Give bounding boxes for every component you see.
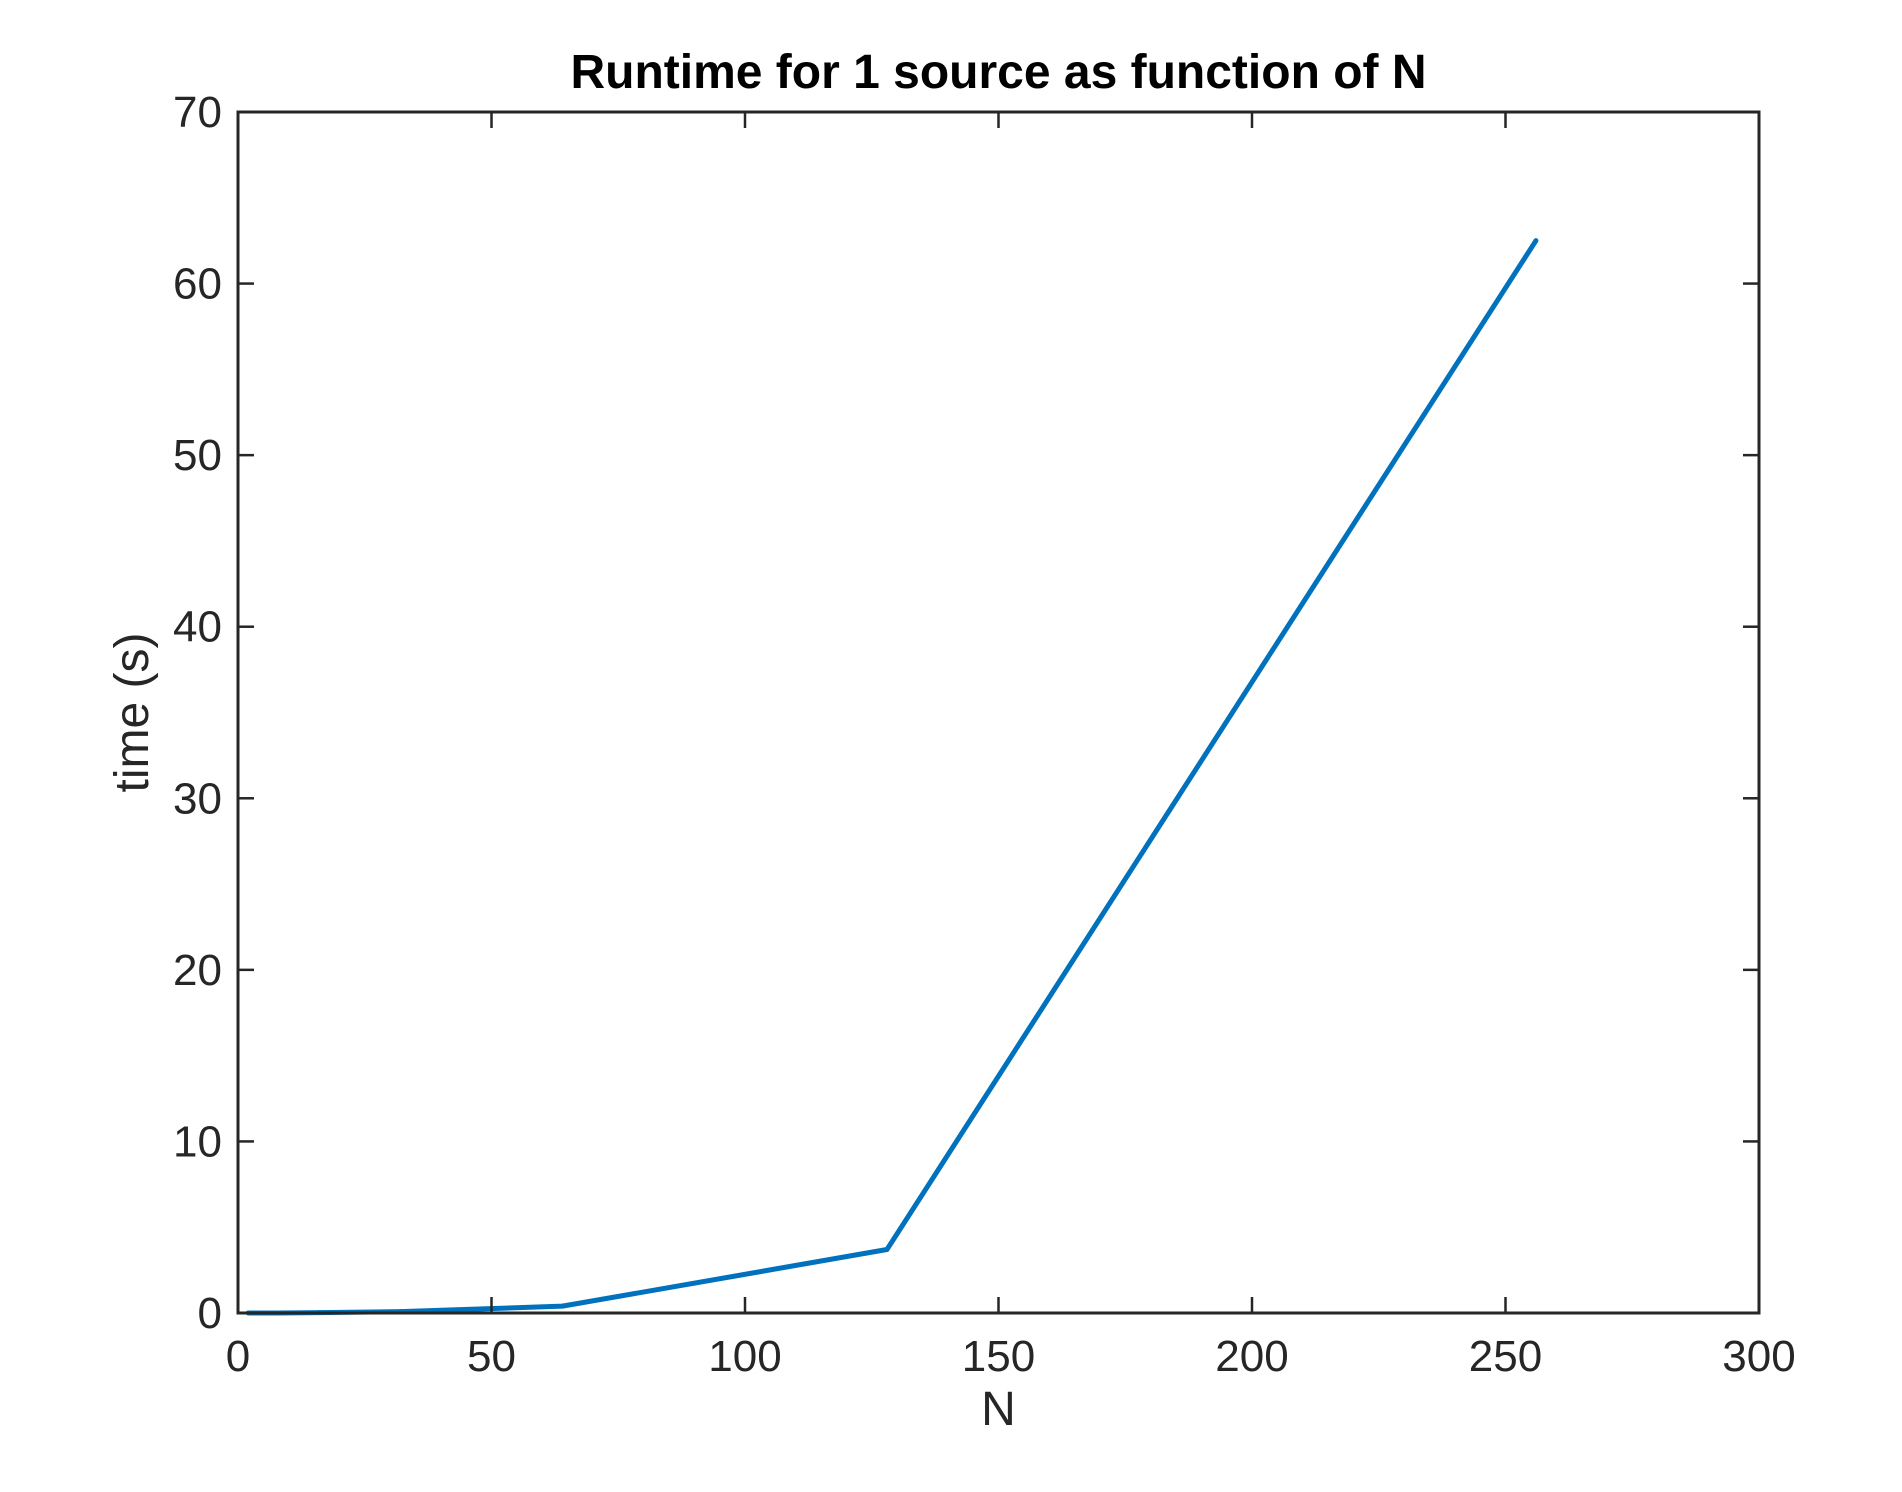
- x-axis-tick-labels: 0 50 100 150 200 250 300: [226, 1332, 1796, 1381]
- y-tick-label: 60: [173, 260, 222, 309]
- x-axis-title: N: [981, 1383, 1016, 1436]
- plot-area: [238, 112, 1759, 1313]
- y-axis-tick-labels: 0 10 20 30 40 50 60 70: [173, 88, 222, 1338]
- y-tick-label: 70: [173, 88, 222, 137]
- chart-title: Runtime for 1 source as function of N: [570, 46, 1426, 99]
- y-tick-label: 50: [173, 431, 222, 480]
- x-tick-label: 150: [962, 1332, 1035, 1381]
- x-tick-label: 0: [226, 1332, 250, 1381]
- x-tick-label: 300: [1722, 1332, 1795, 1381]
- y-tick-label: 20: [173, 946, 222, 995]
- y-tick-label: 10: [173, 1117, 222, 1166]
- x-tick-label: 200: [1215, 1332, 1288, 1381]
- x-tick-label: 250: [1469, 1332, 1542, 1381]
- x-tick-label: 50: [467, 1332, 516, 1381]
- x-tick-label: 100: [708, 1332, 781, 1381]
- y-tick-label: 30: [173, 774, 222, 823]
- data-point: [1533, 238, 1539, 244]
- x-axis-ticks: [236, 112, 1761, 1313]
- y-tick-label: 0: [198, 1289, 222, 1338]
- data-point: [559, 1303, 565, 1309]
- y-axis-title: time (s): [106, 633, 159, 793]
- y-tick-label: 40: [173, 603, 222, 652]
- y-axis-ticks: [238, 110, 1759, 1315]
- data-point: [884, 1247, 890, 1253]
